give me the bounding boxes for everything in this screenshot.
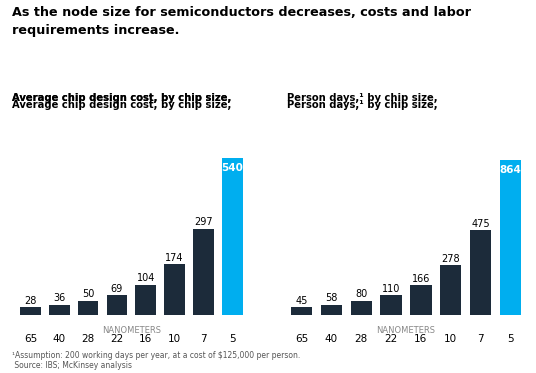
Bar [500,160,521,315]
Text: requirements increase.: requirements increase. [12,24,179,37]
Text: 69: 69 [111,283,123,294]
Bar [222,158,242,315]
Text: 278: 278 [442,254,460,264]
Text: 5: 5 [507,334,513,344]
Text: Person days,¹ by chip size,: Person days,¹ by chip size, [287,100,437,110]
Text: 28: 28 [355,334,368,344]
Bar [164,264,185,315]
Bar [49,305,70,315]
Text: 166: 166 [412,274,430,284]
Text: 16: 16 [414,334,428,344]
Text: 10: 10 [444,334,457,344]
Text: 10: 10 [168,334,181,344]
Bar [440,265,461,315]
Bar [321,305,342,315]
Bar [193,229,214,315]
Text: NANOMETERS: NANOMETERS [376,326,436,335]
Text: 104: 104 [137,273,155,283]
Text: 80: 80 [355,289,367,300]
Text: 40: 40 [325,334,338,344]
Bar [381,295,402,315]
Text: 22: 22 [110,334,123,344]
Text: 58: 58 [325,293,338,303]
Text: 297: 297 [194,217,213,227]
Text: Average chip design cost, by chip size, $ million: Average chip design cost, by chip size, … [12,100,251,110]
Bar [136,285,156,315]
Bar [410,285,431,315]
Text: 174: 174 [165,253,184,263]
Bar [351,301,372,315]
Text: Average chip design cost, by chip size,: Average chip design cost, by chip size, [12,93,231,103]
Text: Person days,¹ by chip size, thousand: Person days,¹ by chip size, thousand [287,100,469,110]
Text: 50: 50 [82,289,94,299]
Bar [291,307,312,315]
Text: 36: 36 [53,293,65,303]
Text: 110: 110 [382,284,400,294]
Text: 65: 65 [24,334,37,344]
Bar [470,230,492,315]
Text: Average chip design cost, by chip size,: Average chip design cost, by chip size, [12,100,231,110]
Bar [78,301,99,315]
Text: Average chip design cost, by chip size,: Average chip design cost, by chip size, [12,93,231,103]
Text: 65: 65 [295,334,308,344]
Text: 540: 540 [221,163,243,173]
Text: 475: 475 [471,219,490,229]
Bar [20,307,41,315]
Text: 5: 5 [229,334,235,344]
Text: ¹Assumption: 200 working days per year, at a cost of $125,000 per person.
 Sourc: ¹Assumption: 200 working days per year, … [12,351,300,370]
Text: As the node size for semiconductors decreases, costs and labor: As the node size for semiconductors decr… [12,6,471,19]
Text: NANOMETERS: NANOMETERS [102,326,161,335]
Text: 40: 40 [53,334,66,344]
Bar [107,295,127,315]
Text: 7: 7 [477,334,484,344]
Text: 16: 16 [139,334,152,344]
Text: 864: 864 [500,165,522,175]
Text: 28: 28 [81,334,95,344]
Text: 28: 28 [24,295,36,305]
Text: Person days,¹ by chip size,: Person days,¹ by chip size, [287,93,437,103]
Text: 22: 22 [384,334,398,344]
Text: 45: 45 [295,296,308,306]
Text: 7: 7 [200,334,207,344]
Text: Average chip design cost, by chip size, $ million: Average chip design cost, by chip size, … [12,93,251,103]
